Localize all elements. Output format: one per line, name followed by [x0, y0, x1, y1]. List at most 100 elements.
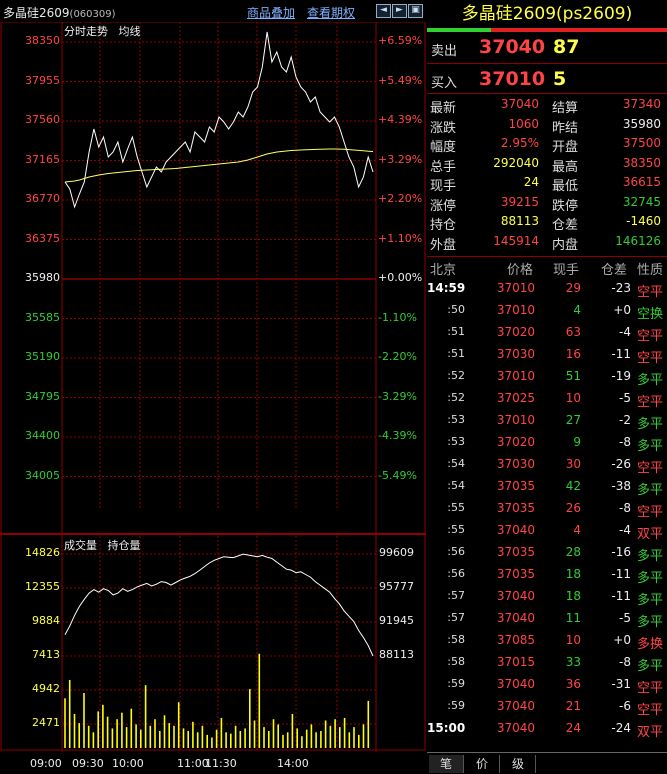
time-tick-label: 09:30	[72, 757, 104, 770]
tick-row[interactable]: :58 37015 33 -8 多平	[427, 655, 667, 677]
expand-icon[interactable]: ▣	[408, 4, 423, 18]
tick-row[interactable]: :57 37040 18 -11 多平	[427, 589, 667, 611]
pct-tick-label: -2.20%	[378, 350, 417, 363]
chart-frame	[0, 22, 426, 751]
tick-price: 37010	[496, 413, 535, 427]
volume-label: 成交量 持仓量	[64, 539, 141, 552]
stat-value: 88113	[500, 214, 539, 228]
tick-time: :54	[447, 479, 465, 492]
tick-time: :56	[447, 567, 465, 580]
tick-price: 37020	[496, 435, 535, 449]
tick-price: 37040	[496, 589, 535, 603]
stat-label: 外盘	[430, 237, 457, 253]
tick-time: :51	[447, 347, 465, 360]
intraday-chart[interactable]	[0, 22, 426, 774]
tick-oi-change: -2	[619, 413, 631, 427]
stat-label: 最低	[552, 179, 579, 194]
stat-label: 昨结	[552, 120, 579, 136]
volume-tick-label: 4942	[32, 682, 60, 695]
chart-canvas[interactable]	[0, 22, 426, 774]
stat-value: -1460	[626, 214, 661, 228]
volume-tick-label: 2471	[32, 716, 60, 729]
tick-row[interactable]: :59 37040 21 -6 空平	[427, 699, 667, 721]
tick-nature: 空平	[637, 351, 664, 366]
tick-row[interactable]: :54 37035 42 -38 多平	[427, 479, 667, 501]
tick-oi-change: -16	[611, 545, 631, 559]
tick-row[interactable]: :56 37035 28 -16 多平	[427, 545, 667, 567]
tick-row[interactable]: :58 37085 10 +0 多换	[427, 633, 667, 655]
tick-price: 37040	[496, 611, 535, 625]
tick-nature: 多平	[637, 483, 664, 498]
bid-ask-ratio-bar	[427, 28, 667, 32]
tick-time: :52	[447, 369, 465, 382]
tick-time: :57	[447, 589, 465, 602]
ask-qty: 87	[553, 36, 580, 58]
pct-tick-label: -4.39%	[378, 429, 417, 442]
tick-row[interactable]: :59 37040 36 -31 空平	[427, 677, 667, 699]
tick-row[interactable]: :55 37040 4 -4 双平	[427, 523, 667, 545]
tick-row[interactable]: :57 37040 11 -5 多平	[427, 611, 667, 633]
tick-price: 37040	[496, 523, 535, 537]
tick-price: 37035	[496, 567, 535, 581]
pct-tick-label: +4.39%	[378, 113, 423, 126]
price-tick-label: 34400	[25, 429, 60, 442]
stat-label: 持仓	[430, 218, 457, 233]
time-tick-label: 10:00	[112, 757, 144, 770]
stat-label: 涨跌	[430, 120, 457, 136]
tick-nature: 双平	[637, 725, 664, 740]
tick-row[interactable]: 14:59 37010 29 -23 空平	[427, 281, 667, 303]
prev-icon[interactable]: ◄	[376, 4, 391, 18]
tick-row[interactable]: :50 37010 4 +0 空换	[427, 303, 667, 325]
tick-row[interactable]: :56 37035 18 -11 多平	[427, 567, 667, 589]
price-tick-label: 35585	[25, 310, 60, 324]
tab-price[interactable]: 价	[465, 755, 500, 773]
tab-ticks[interactable]: 笔	[429, 755, 464, 773]
tick-price: 37025	[496, 391, 535, 405]
tick-row[interactable]: :51 37020 63 -4 空平	[427, 325, 667, 347]
quote-panel: 多晶硅2609(ps2609) 卖出 37040 87 买入 37010 5 最…	[427, 0, 667, 774]
option-link[interactable]: 查看期权	[307, 6, 356, 20]
tick-row[interactable]: :52 37025 10 -5 空平	[427, 391, 667, 413]
tick-time: :58	[447, 633, 465, 646]
tick-row[interactable]: :51 37030 16 -11 空平	[427, 347, 667, 369]
stat-label: 现手	[430, 179, 457, 194]
tick-row[interactable]: :52 37010 51 -19 多平	[427, 369, 667, 391]
tick-row[interactable]: :55 37035 26 -8 空平	[427, 501, 667, 523]
overlay-link[interactable]: 商品叠加	[247, 6, 296, 20]
stat-value: 36615	[622, 175, 661, 189]
ask-label: 卖出	[431, 44, 458, 59]
stat-label: 总手	[430, 159, 457, 175]
pct-tick-label: -1.10%	[378, 310, 417, 324]
tick-nature: 空平	[637, 703, 664, 718]
tick-price: 37035	[496, 501, 535, 515]
bid-qty: 5	[553, 68, 567, 90]
tick-oi-change: -11	[611, 567, 631, 581]
tick-time: :51	[447, 325, 465, 338]
tick-price: 37010	[496, 303, 535, 317]
stat-value: 32745	[622, 194, 661, 209]
tick-volume: 30	[565, 457, 581, 471]
price-tick-label: 37955	[25, 73, 60, 87]
tick-time: 14:59	[427, 281, 466, 295]
tick-row[interactable]: :53 37020 9 -8 多平	[427, 435, 667, 457]
time-tick-label: 11:30	[205, 757, 237, 770]
tick-time: :50	[447, 303, 465, 316]
tick-nature: 多平	[637, 373, 664, 388]
tick-time: :56	[447, 545, 465, 558]
tick-oi-change: -4	[619, 325, 631, 339]
pct-tick-label: +6.59%	[378, 34, 423, 47]
next-icon[interactable]: ►	[392, 4, 407, 18]
price-tick-label: 34795	[25, 389, 60, 403]
tick-row[interactable]: 15:00 37040 24 -24 双平	[427, 721, 667, 743]
oi-tick-label: 99609	[379, 546, 414, 559]
tick-nature: 多平	[637, 593, 664, 608]
pct-tick-label: +5.49%	[378, 73, 423, 87]
tick-row[interactable]: :53 37010 27 -2 多平	[427, 413, 667, 435]
tick-price: 37040	[496, 721, 535, 735]
chart-header: 多晶硅2609(060309) 商品叠加 查看期权 ◄ ► ▣	[0, 0, 426, 22]
stat-label: 结算	[552, 101, 579, 116]
tick-volume: 4	[573, 523, 581, 537]
tab-level[interactable]: 级	[501, 755, 536, 773]
stat-value: 292040	[493, 155, 539, 170]
tick-row[interactable]: :54 37030 30 -26 空平	[427, 457, 667, 479]
